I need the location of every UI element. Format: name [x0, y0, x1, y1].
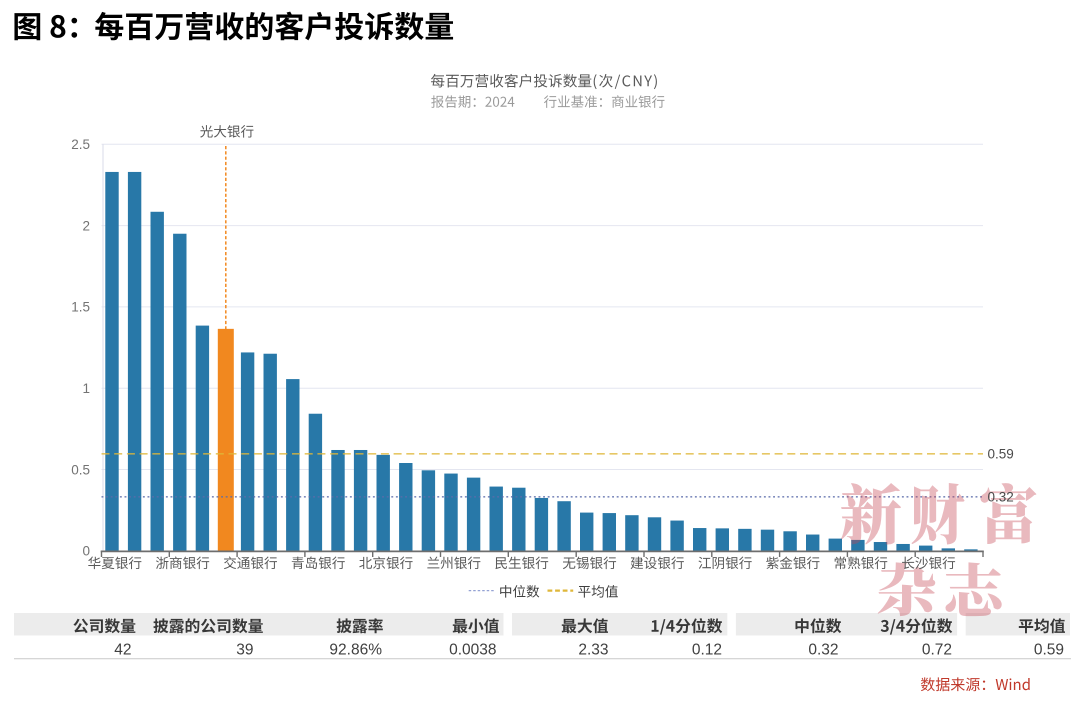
svg-text:0.59: 0.59	[988, 446, 1014, 461]
svg-text:0.72: 0.72	[922, 642, 952, 659]
svg-text:0.0038: 0.0038	[449, 642, 496, 659]
svg-text:0.5: 0.5	[71, 462, 90, 477]
svg-text:0.12: 0.12	[692, 642, 722, 659]
svg-text:2.5: 2.5	[71, 137, 90, 152]
svg-text:1: 1	[82, 381, 90, 396]
svg-text:0: 0	[82, 544, 90, 559]
svg-text:92.86%: 92.86%	[329, 642, 382, 659]
svg-text:42: 42	[114, 642, 131, 659]
svg-text:1.5: 1.5	[71, 300, 90, 315]
svg-text:2: 2	[82, 218, 90, 233]
svg-text:2.33: 2.33	[578, 642, 608, 659]
svg-text:0.32: 0.32	[988, 490, 1014, 505]
svg-text:0.32: 0.32	[808, 642, 838, 659]
svg-text:0.59: 0.59	[1034, 642, 1064, 659]
svg-text:39: 39	[236, 642, 253, 659]
